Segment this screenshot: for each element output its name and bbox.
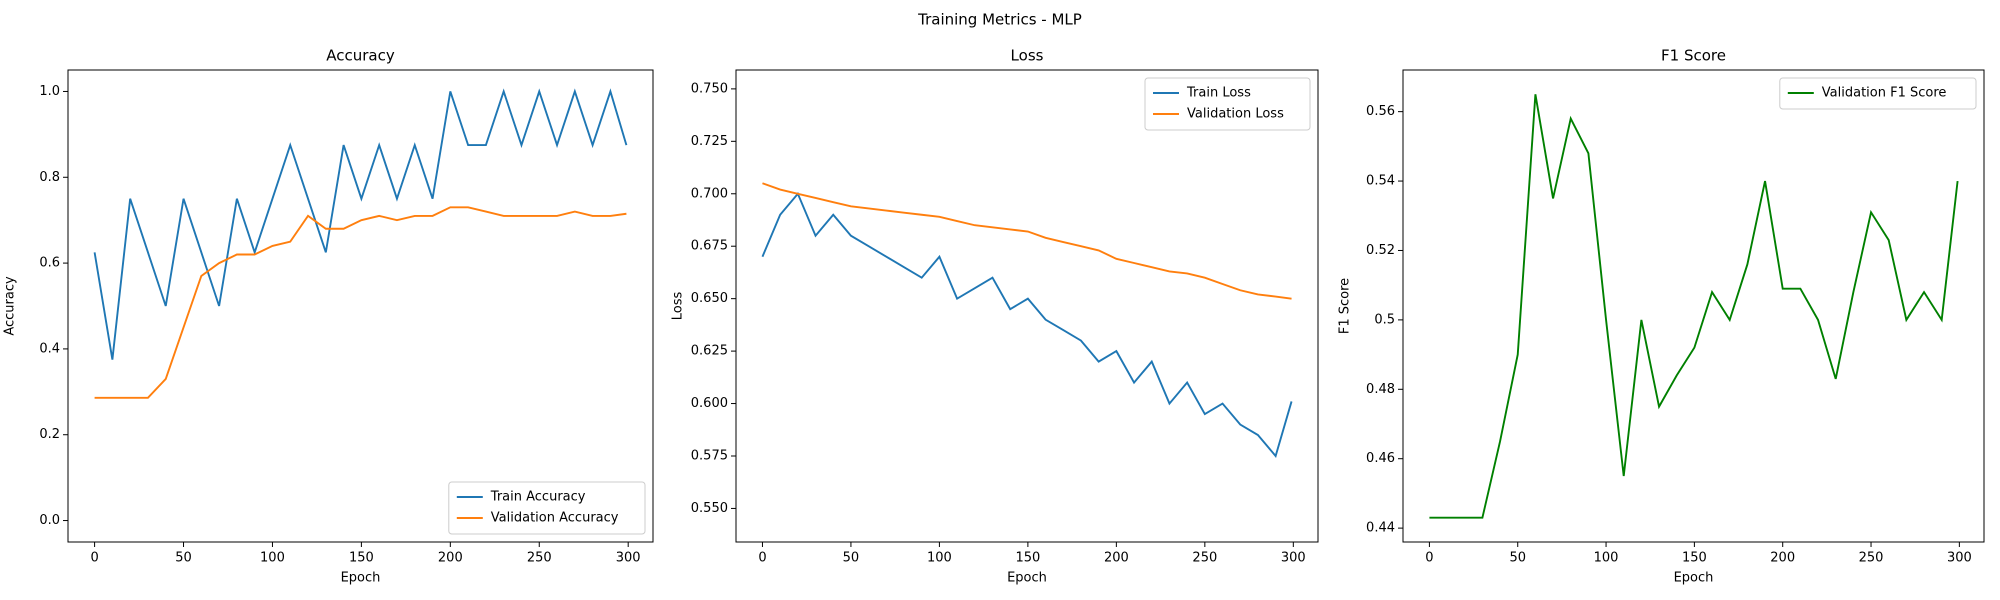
legend: Train Loss Validation Loss [1144, 77, 1311, 131]
legend-label: Validation Accuracy [491, 511, 619, 526]
y-tick-label: 0.6 [39, 256, 60, 271]
x-tick-label: 200 [1104, 551, 1129, 566]
subplot: 0 50 100 150 200 250 300 0.44 0.46 0.48 0.5 0.52 0.5… [1338, 47, 1985, 586]
x-tick-label: 50 [843, 551, 860, 566]
y-tick-label: 0.46 [1366, 451, 1395, 466]
x-tick-label: 0 [1425, 551, 1433, 566]
y-tick-label: 0.56 [1366, 104, 1395, 119]
x-tick-label: 200 [438, 551, 463, 566]
axes-frame [735, 69, 1319, 543]
legend: Train Accuracy Validation Accuracy [448, 481, 646, 535]
legend-frame [1144, 77, 1311, 131]
x-tick-label: 0 [758, 551, 766, 566]
y-tick-label: 0.700 [691, 186, 728, 201]
x-tick-label: 100 [927, 551, 952, 566]
x-tick-label: 300 [1947, 551, 1972, 566]
legend-frame [1779, 77, 1977, 110]
data-line [761, 191, 1293, 458]
y-tick-label: 0.0 [39, 513, 60, 528]
x-tick-label: 50 [175, 551, 192, 566]
axes-frame [67, 69, 654, 543]
subplot: 0 50 100 150 200 250 300 0.0 0.2 0.4 0.6 0.8 1.0 Accu… [3, 47, 654, 586]
y-tick-label: 0.675 [691, 239, 728, 254]
legend-label: Train Loss [1186, 86, 1251, 101]
y-tick-label: 0.650 [691, 291, 728, 306]
y-tick-label: 0.5 [1374, 312, 1395, 327]
x-tick-label: 100 [1594, 551, 1619, 566]
x-tick-label: 200 [1770, 551, 1795, 566]
y-axis-label: Loss [671, 292, 686, 321]
x-tick-label: 0 [90, 551, 98, 566]
figure-title: Training Metrics - MLP [917, 11, 1082, 29]
y-axis-label: F1 Score [1338, 278, 1353, 334]
y-tick-label: 1.0 [39, 84, 60, 99]
y-tick-label: 0.52 [1366, 243, 1395, 258]
y-tick-label: 0.575 [691, 448, 728, 463]
y-tick-label: 0.48 [1366, 382, 1395, 397]
x-tick-label: 150 [1015, 551, 1040, 566]
data-line [93, 88, 628, 360]
legend-frame [448, 481, 646, 535]
y-tick-label: 0.54 [1366, 174, 1395, 189]
y-tick-label: 0.750 [691, 81, 728, 96]
y-tick-label: 0.8 [39, 170, 60, 185]
x-tick-label: 250 [1192, 551, 1217, 566]
axes-title: Loss [1011, 47, 1044, 65]
y-tick-label: 0.725 [691, 134, 728, 149]
axes-frame [1402, 69, 1985, 543]
x-tick-label: 100 [260, 551, 285, 566]
data-line [762, 182, 1292, 300]
x-axis-label: Epoch [1007, 571, 1047, 586]
data-line [1429, 94, 1959, 519]
y-tick-label: 0.625 [691, 344, 728, 359]
data-line [94, 206, 627, 399]
x-tick-label: 150 [349, 551, 374, 566]
legend-label: Validation F1 Score [1822, 86, 1947, 101]
x-axis-label: Epoch [1674, 571, 1714, 586]
x-tick-label: 50 [1509, 551, 1526, 566]
x-tick-label: 250 [527, 551, 552, 566]
y-tick-label: 0.600 [691, 396, 728, 411]
axes-title: Accuracy [326, 47, 395, 65]
legend: Validation F1 Score [1779, 77, 1977, 110]
x-tick-label: 250 [1859, 551, 1884, 566]
y-tick-label: 0.2 [39, 427, 60, 442]
subplot: 0 50 100 150 200 250 300 0.550 0.575 0.600 0.625 0.… [671, 47, 1319, 586]
legend-label: Validation Loss [1187, 107, 1284, 122]
y-axis-label: Accuracy [3, 276, 18, 336]
x-tick-label: 300 [1281, 551, 1306, 566]
x-tick-label: 300 [616, 551, 641, 566]
y-tick-label: 0.4 [39, 341, 60, 356]
y-tick-label: 0.550 [691, 501, 728, 516]
x-tick-label: 150 [1682, 551, 1707, 566]
x-axis-label: Epoch [341, 571, 381, 586]
axes-title: F1 Score [1661, 47, 1726, 65]
y-tick-label: 0.44 [1366, 521, 1395, 536]
legend-label: Train Accuracy [490, 490, 586, 505]
